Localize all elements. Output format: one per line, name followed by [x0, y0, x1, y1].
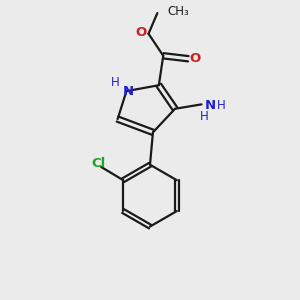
- Text: Cl: Cl: [91, 157, 105, 170]
- Text: H: H: [200, 110, 209, 123]
- Text: N: N: [122, 85, 134, 98]
- Text: O: O: [189, 52, 200, 65]
- Text: O: O: [135, 26, 146, 39]
- Text: CH₃: CH₃: [168, 5, 189, 18]
- Text: H: H: [217, 99, 226, 112]
- Text: N: N: [205, 99, 216, 112]
- Text: H: H: [111, 76, 120, 89]
